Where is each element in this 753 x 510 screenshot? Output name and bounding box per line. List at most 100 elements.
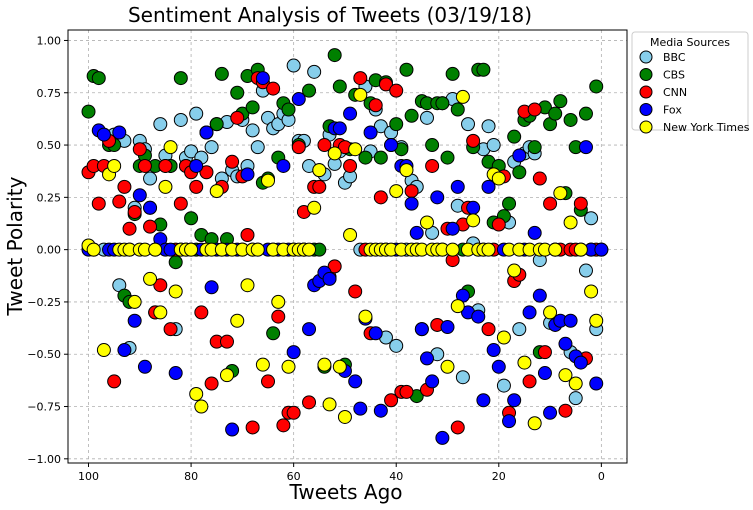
point-new-york-times: [573, 242, 588, 257]
point-fox: [486, 343, 501, 358]
point-cbs: [399, 62, 414, 77]
point-cnn: [230, 110, 245, 125]
y-tick-label: 0.75: [37, 87, 62, 100]
point-cnn: [348, 284, 363, 299]
point-new-york-times: [343, 227, 358, 242]
point-fox: [481, 179, 496, 194]
point-new-york-times: [184, 242, 199, 257]
point-new-york-times: [543, 305, 558, 320]
point-cnn: [389, 83, 404, 98]
legend-marker-cnn: [639, 85, 653, 99]
point-fox: [589, 376, 604, 391]
point-fox: [322, 271, 337, 286]
legend: Media Sources BBC CBS CNN Fox New York Times: [631, 31, 750, 134]
legend-marker-new-york-times: [639, 120, 653, 134]
legend-marker-fox: [639, 103, 653, 116]
point-new-york-times: [399, 163, 414, 178]
point-fox: [240, 167, 255, 182]
point-cnn: [353, 71, 368, 86]
legend-box: [631, 31, 749, 131]
point-cnn: [522, 374, 537, 389]
point-cnn: [266, 81, 281, 96]
point-fox: [348, 374, 363, 389]
point-fox: [353, 401, 368, 416]
point-fox: [491, 359, 506, 374]
point-cbs: [589, 79, 604, 94]
point-cbs: [389, 117, 404, 132]
legend-items: BBC CBS CNN Fox New York Times: [639, 50, 750, 134]
point-new-york-times: [240, 278, 255, 293]
point-new-york-times: [168, 284, 183, 299]
point-fox: [276, 158, 291, 173]
point-cbs: [404, 108, 419, 123]
point-cnn: [450, 420, 465, 435]
point-new-york-times: [194, 399, 209, 414]
point-fox: [332, 121, 347, 136]
x-tick-label: 20: [492, 470, 506, 483]
point-new-york-times: [153, 305, 168, 320]
point-fox: [450, 179, 465, 194]
point-new-york-times: [517, 355, 532, 370]
point-bbc: [512, 322, 527, 337]
point-cnn: [373, 190, 388, 205]
y-tick-label: 0.00: [37, 244, 62, 257]
point-fox: [199, 125, 214, 140]
point-cbs: [230, 85, 245, 100]
point-cbs: [578, 106, 593, 121]
point-cnn: [225, 154, 240, 169]
x-tick-label: 80: [184, 470, 198, 483]
point-cnn: [527, 102, 542, 117]
point-bbc: [184, 144, 199, 159]
point-bbc: [245, 123, 260, 138]
point-new-york-times: [143, 271, 158, 286]
point-cnn: [368, 98, 383, 113]
y-tick-label: −0.25: [27, 296, 61, 309]
point-new-york-times: [563, 215, 578, 230]
point-bbc: [153, 117, 168, 132]
point-fox: [373, 403, 388, 418]
point-bbc: [461, 117, 476, 132]
point-cbs: [266, 326, 281, 341]
point-cnn: [481, 322, 496, 337]
point-bbc: [584, 211, 599, 226]
point-cbs: [184, 211, 199, 226]
point-cnn: [384, 393, 399, 408]
point-bbc: [389, 338, 404, 353]
point-cnn: [573, 196, 588, 211]
point-cnn: [291, 140, 306, 155]
point-cnn: [153, 278, 168, 293]
point-fox: [502, 414, 517, 429]
point-bbc: [307, 64, 322, 79]
point-cbs: [302, 83, 317, 98]
point-fox: [537, 366, 552, 381]
data-points: [81, 48, 609, 445]
point-cnn: [158, 158, 173, 173]
x-tick-label: 0: [598, 470, 605, 483]
point-fox: [419, 351, 434, 366]
point-cnn: [276, 418, 291, 433]
point-bbc: [568, 391, 583, 406]
point-new-york-times: [189, 386, 204, 401]
point-new-york-times: [307, 200, 322, 215]
point-new-york-times: [322, 397, 337, 412]
legend-label-fox: Fox: [663, 104, 682, 117]
point-new-york-times: [302, 242, 317, 257]
point-fox: [440, 320, 455, 335]
point-fox: [204, 280, 219, 295]
point-new-york-times: [491, 171, 506, 186]
point-new-york-times: [558, 368, 573, 383]
point-cnn: [317, 138, 332, 153]
point-fox: [573, 355, 588, 370]
point-cbs: [425, 138, 440, 153]
point-fox: [558, 336, 573, 351]
point-cnn: [286, 405, 301, 420]
legend-label-cbs: CBS: [663, 69, 685, 82]
point-fox: [343, 106, 358, 121]
point-new-york-times: [96, 343, 111, 358]
point-new-york-times: [445, 242, 460, 257]
point-cbs: [209, 117, 224, 132]
y-tick-label: −0.50: [27, 348, 61, 361]
y-tick-label: 0.50: [37, 139, 62, 152]
point-cnn: [261, 374, 276, 389]
point-new-york-times: [419, 215, 434, 230]
